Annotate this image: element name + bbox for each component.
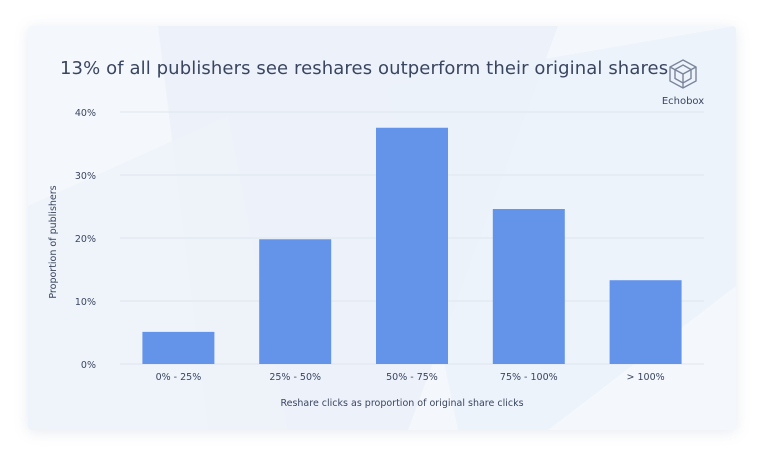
x-tick-label: 0% - 25% (156, 372, 202, 383)
echobox-logo: Echobox (658, 58, 708, 107)
chart-title: 13% of all publishers see reshares outpe… (60, 58, 669, 79)
bar (609, 280, 682, 364)
y-axis-label: Proportion of publishers (48, 185, 59, 298)
bar (259, 239, 332, 364)
y-tick-label: 30% (75, 171, 96, 182)
x-tick-label: 75% - 100% (500, 372, 558, 383)
bar (376, 127, 448, 364)
x-tick-label: > 100% (627, 372, 665, 383)
brand-name: Echobox (661, 96, 705, 107)
y-tick-label: 10% (75, 297, 96, 308)
bar (492, 209, 565, 364)
chart-card: 13% of all publishers see reshares outpe… (28, 26, 736, 430)
y-tick-label: 40% (75, 108, 96, 119)
x-tick-label: 25% - 50% (269, 372, 321, 383)
y-tick-label: 20% (75, 234, 96, 245)
background-decoration (28, 26, 736, 430)
x-axis-label: Reshare clicks as proportion of original… (280, 398, 523, 409)
x-tick-label: 50% - 75% (386, 372, 438, 383)
y-tick-label: 0% (81, 360, 96, 371)
bar-chart: 0% 10% 20% 30% 40% 0% - 25% 25% - 50% 50% - 75%… (48, 108, 704, 409)
echobox-logo-icon (669, 59, 697, 89)
bar (142, 331, 215, 364)
